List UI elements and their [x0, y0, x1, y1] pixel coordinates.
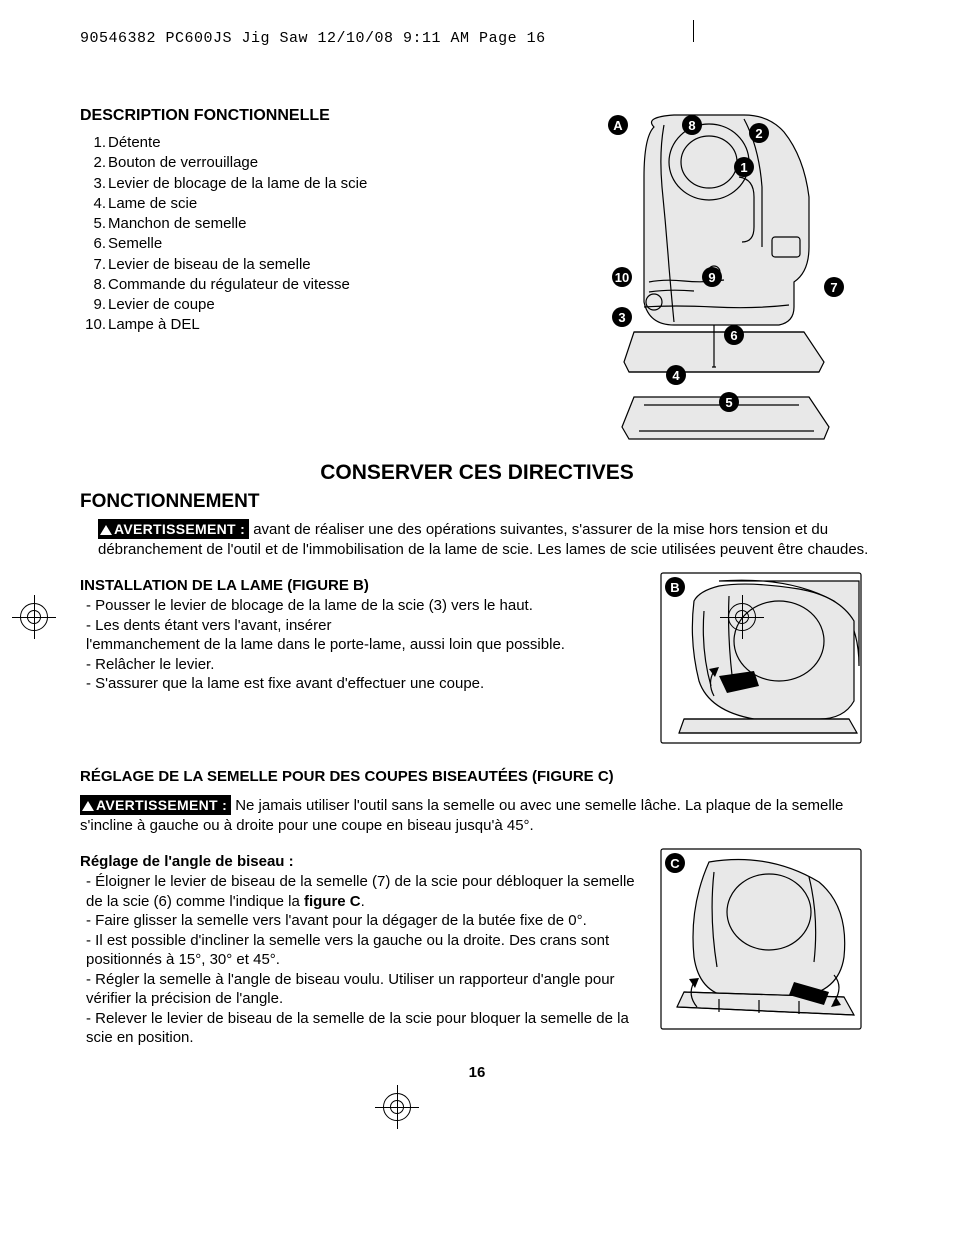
page-number: 16 [80, 1064, 874, 1081]
description-column: DESCRIPTION FONCTIONNELLE 1.Détente 2.Bo… [80, 107, 574, 336]
figure-a: A 8 2 1 10 9 7 3 6 4 5 [594, 107, 854, 447]
bevel-line: - Il est possible d'incliner la semelle … [86, 931, 639, 970]
registration-mark-bottom [375, 1085, 419, 1129]
list-item: 4.Lame de scie [84, 194, 574, 214]
list-item: 5.Manchon de semelle [84, 214, 574, 234]
figure-label-c: C [665, 853, 685, 873]
main-title: CONSERVER CES DIRECTIVES [80, 461, 874, 485]
install-line: l'emmanchement de la lame dans le porte-… [86, 635, 639, 655]
install-line: - Pousser le levier de blocage de la lam… [86, 596, 639, 616]
callout-5: 5 [719, 392, 739, 412]
bevel-line: - Régler la semelle à l'angle de biseau … [86, 970, 639, 1009]
description-title: DESCRIPTION FONCTIONNELLE [80, 107, 574, 125]
figure-c-svg [659, 847, 864, 1032]
bevel-title: RÉGLAGE DE LA SEMELLE POUR DES COUPES BI… [80, 768, 874, 785]
callout-3: 3 [612, 307, 632, 327]
top-row: DESCRIPTION FONCTIONNELLE 1.Détente 2.Bo… [80, 107, 874, 447]
figure-c: C [659, 847, 874, 1032]
print-header: 90546382 PC600JS Jig Saw 12/10/08 9:11 A… [80, 30, 874, 47]
description-list: 1.Détente 2.Bouton de verrouillage 3.Lev… [84, 133, 574, 336]
callout-2: 2 [749, 123, 769, 143]
install-line: - Les dents étant vers l'avant, insérer [86, 616, 639, 636]
operation-title: FONCTIONNEMENT [80, 491, 874, 513]
callout-10: 10 [612, 267, 632, 287]
bevel-lines: - Éloigner le levier de biseau de la sem… [86, 872, 639, 1048]
callout-7: 7 [824, 277, 844, 297]
callout-1: 1 [734, 157, 754, 177]
registration-mark-right [720, 595, 764, 639]
figure-label-b: B [665, 577, 685, 597]
install-lines: - Pousser le levier de blocage de la lam… [86, 596, 639, 694]
figure-label-a: A [608, 115, 628, 135]
list-item: 3.Levier de blocage de la lame de la sci… [84, 174, 574, 194]
bevel-row: Réglage de l'angle de biseau : - Éloigne… [80, 847, 874, 1048]
list-item: 2.Bouton de verrouillage [84, 153, 574, 173]
callout-4: 4 [666, 365, 686, 385]
bevel-line: - Faire glisser la semelle vers l'avant … [86, 911, 639, 931]
warning-paragraph-1: AVERTISSEMENT : avant de réaliser une de… [98, 519, 874, 559]
page-container: 90546382 PC600JS Jig Saw 12/10/08 9:11 A… [0, 0, 954, 1235]
bevel-line: - Éloigner le levier de biseau de la sem… [86, 872, 639, 911]
list-item: 9.Levier de coupe [84, 295, 574, 315]
callout-6: 6 [724, 325, 744, 345]
install-line: - Relâcher le levier. [86, 655, 639, 675]
warning-badge: AVERTISSEMENT : [98, 519, 249, 539]
list-item: 1.Détente [84, 133, 574, 153]
bevel-line: - Relever le levier de biseau de la seme… [86, 1009, 639, 1048]
list-item: 6.Semelle [84, 234, 574, 254]
install-line: - S'assurer que la lame est fixe avant d… [86, 674, 639, 694]
warning-paragraph-2: AVERTISSEMENT : Ne jamais utiliser l'out… [80, 795, 874, 835]
callout-9: 9 [702, 267, 722, 287]
figure-b: B [659, 571, 874, 746]
callout-8: 8 [682, 115, 702, 135]
list-item: 7.Levier de biseau de la semelle [84, 255, 574, 275]
install-title: INSTALLATION DE LA LAME (FIGURE B) [80, 577, 639, 594]
bevel-subtitle: Réglage de l'angle de biseau : [80, 853, 639, 870]
warning-triangle-icon [82, 801, 94, 811]
warning-badge: AVERTISSEMENT : [80, 795, 231, 815]
warning-triangle-icon [100, 525, 112, 535]
registration-mark-left [12, 595, 56, 639]
list-item: 8.Commande du régulateur de vitesse [84, 275, 574, 295]
install-column: INSTALLATION DE LA LAME (FIGURE B) - Pou… [80, 571, 639, 694]
figure-a-column: A 8 2 1 10 9 7 3 6 4 5 [594, 107, 874, 447]
list-item: 10.Lampe à DEL [84, 315, 574, 335]
bevel-column: Réglage de l'angle de biseau : - Éloigne… [80, 847, 639, 1048]
